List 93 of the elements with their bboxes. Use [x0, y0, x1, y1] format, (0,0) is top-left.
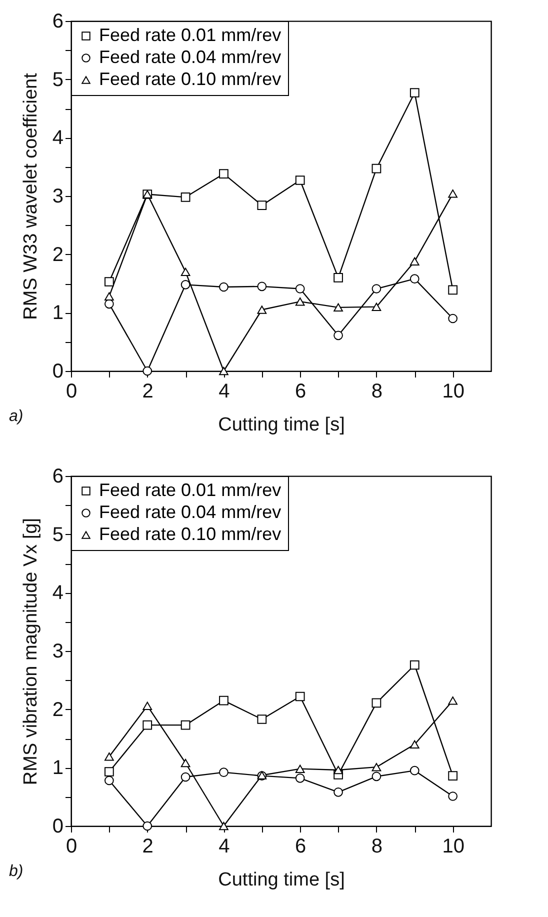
text: a)	[9, 408, 24, 425]
point	[295, 764, 305, 773]
point	[295, 297, 305, 306]
point	[334, 766, 343, 774]
y-tick-label: 3	[52, 640, 64, 662]
x-tick-label: 6	[295, 380, 306, 402]
legend-label: Feed rate 0.01 mm/rev	[99, 25, 282, 45]
x-tick-label: 4	[218, 836, 230, 858]
point	[219, 169, 228, 179]
point	[142, 720, 152, 730]
legend-label: Feed rate 0.10 mm/rev	[99, 69, 282, 89]
x-tick-label: 10	[442, 380, 464, 402]
x-tick-label: 6	[295, 836, 306, 858]
point	[372, 698, 382, 708]
x-tick-label: 8	[371, 836, 383, 858]
y-tick-label: 4	[52, 582, 64, 604]
point	[142, 821, 152, 831]
x-axis-title: Cutting time [s]	[218, 414, 345, 436]
y-tick-label: 5	[52, 68, 64, 91]
point	[142, 366, 152, 376]
y-tick-label: 1	[52, 302, 64, 324]
y-tick-label: 2	[52, 698, 64, 721]
legend-label: Feed rate 0.04 mm/rev	[99, 502, 282, 522]
y-tick-label: 4	[52, 127, 64, 150]
y-tick-label: 1	[52, 757, 64, 780]
point	[448, 792, 458, 801]
point	[410, 274, 420, 284]
point	[219, 696, 228, 706]
point	[334, 787, 343, 797]
point	[372, 772, 382, 782]
point	[104, 292, 114, 300]
point	[104, 277, 114, 286]
x-tick-label: 10	[442, 836, 464, 858]
point	[410, 660, 420, 670]
x-tick-label: 8	[371, 380, 383, 402]
point	[448, 771, 458, 781]
point	[104, 752, 114, 761]
legend-label: Feed rate 0.04 mm/rev	[99, 47, 282, 67]
point	[372, 762, 382, 772]
y-tick-label: 5	[52, 524, 64, 546]
y-tick-label: 2	[52, 244, 64, 266]
x-tick-label: 2	[142, 836, 154, 858]
point	[410, 257, 420, 266]
point	[334, 272, 343, 282]
legend-label: Feed rate 0.10 mm/rev	[99, 524, 282, 544]
point	[410, 766, 420, 776]
point	[104, 776, 114, 786]
point	[219, 282, 228, 292]
x-tick-label: 4	[218, 380, 230, 402]
point	[180, 720, 190, 730]
y-axis-title: RMS vibration magnitude Vx [g]	[20, 518, 42, 786]
point	[257, 714, 267, 724]
y-tick-label: 0	[52, 360, 64, 382]
point	[180, 192, 190, 202]
x-tick-label: 0	[66, 836, 78, 858]
y-tick-label: 0	[52, 816, 64, 838]
point	[448, 696, 458, 705]
point	[180, 758, 190, 768]
y-axis-title: RMS W33 wavelet coefficient	[20, 72, 42, 320]
point	[372, 164, 382, 174]
legend-label: Feed rate 0.01 mm/rev	[99, 480, 282, 500]
point	[142, 702, 152, 710]
point	[219, 768, 228, 778]
point	[180, 772, 190, 782]
point	[219, 366, 228, 376]
y-tick-label: 6	[52, 466, 64, 488]
point	[372, 302, 382, 311]
y-tick-label: 3	[52, 186, 64, 208]
point	[295, 773, 305, 783]
point	[448, 190, 458, 198]
point	[180, 280, 190, 290]
x-tick-label: 2	[142, 380, 154, 402]
point	[448, 285, 458, 295]
point	[295, 176, 305, 185]
point	[104, 299, 114, 309]
point	[257, 200, 267, 210]
x-tick-label: 0	[66, 380, 78, 402]
point	[295, 284, 305, 294]
point	[295, 692, 305, 702]
text: b)	[9, 863, 24, 880]
point	[334, 303, 343, 312]
point	[448, 314, 458, 324]
point	[334, 330, 343, 340]
point	[257, 306, 267, 314]
point	[372, 284, 382, 294]
point	[257, 282, 267, 292]
y-tick-label: 6	[52, 10, 64, 32]
point	[410, 88, 420, 98]
point	[104, 767, 114, 776]
point	[219, 822, 228, 830]
point	[410, 740, 420, 748]
x-axis-title: Cutting time [s]	[218, 870, 345, 890]
point	[180, 268, 190, 276]
